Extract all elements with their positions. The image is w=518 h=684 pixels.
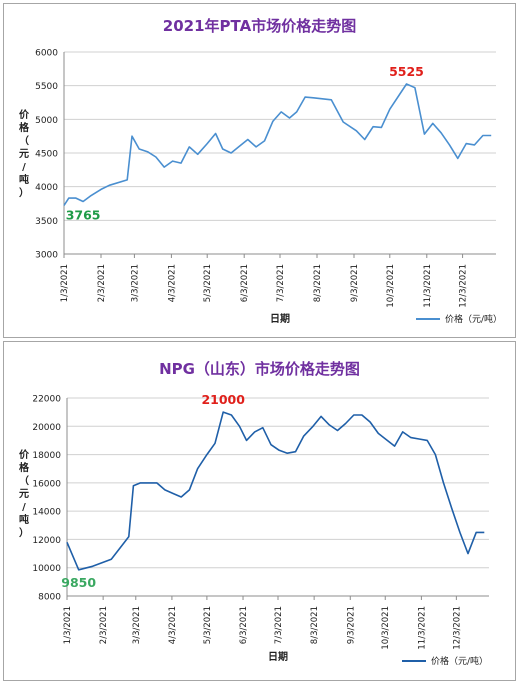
chart2-xtick-label: 6/3/2021: [239, 606, 249, 644]
chart2-xlabel: 日期: [268, 650, 288, 663]
chart1-ytick-label: 6000: [35, 49, 58, 59]
chart1-ytick-label: 3000: [35, 251, 58, 261]
chart2-legend-label: 价格（元/吨）: [431, 655, 488, 667]
chart1-series-line: [63, 83, 492, 206]
chart2-ytick-label: 14000: [32, 508, 61, 518]
chart2-xtick-label: 5/3/2021: [203, 606, 213, 644]
chart1-ylabel: 价格（元/吨）: [19, 109, 30, 199]
chart2-min-annotation: 9850: [61, 575, 96, 590]
chart2-ytick-label: 12000: [32, 536, 61, 546]
chart2-xtick-label: 11/3/2021: [417, 606, 427, 650]
chart1-legend-label: 价格（元/吨）: [445, 313, 502, 325]
npg-price-chart: NPG（山东）市场价格走势图 8000 10000 12000 14000 16000 18…: [19, 360, 489, 667]
chart2-ytick-label: 8000: [38, 593, 61, 603]
chart2-xtick-label: 9/3/2021: [346, 606, 356, 644]
chart2-title: NPG（山东）市场价格走势图: [159, 360, 360, 378]
chart2-xtick-label: 3/3/2021: [132, 606, 142, 644]
chart2-ytick-label: 16000: [32, 479, 61, 489]
chart1-ytick-label: 3500: [35, 217, 58, 227]
chart2-ylabel: 价格（元/吨）: [19, 449, 30, 539]
chart1-ytick-label: 4000: [35, 183, 58, 193]
chart1-ytick-label: 5000: [35, 116, 58, 126]
chart1-xtick-label: 10/3/2021: [386, 264, 396, 308]
chart2-max-annotation: 21000: [201, 392, 245, 407]
chart1-xtick-label: 8/3/2021: [313, 264, 323, 302]
chart2-xtick-label: 7/3/2021: [274, 606, 284, 644]
chart2-ytick-label: 10000: [32, 564, 61, 574]
chart1-xtick-label: 4/3/2021: [167, 264, 177, 302]
chart2-ytick-label: 20000: [32, 423, 61, 433]
chart2-xtick-label: 8/3/2021: [310, 606, 320, 644]
chart1-ytick-label: 4500: [35, 150, 58, 160]
chart2-xtick-label: 4/3/2021: [168, 606, 178, 644]
chart2-series-line: [66, 411, 485, 571]
chart1-min-annotation: 3765: [66, 207, 101, 222]
chart1-ytick-label: 5500: [35, 82, 58, 92]
chart1-xtick-label: 11/3/2021: [423, 264, 433, 308]
chart2-xtick-label: 1/3/2021: [63, 606, 73, 644]
chart1-xtick-label: 9/3/2021: [350, 264, 360, 302]
chart1-xtick-label: 7/3/2021: [276, 264, 286, 302]
chart1-xtick-label: 2/3/2021: [97, 264, 107, 302]
chart2-xtick-label: 2/3/2021: [99, 606, 109, 644]
chart1-xtick-label: 5/3/2021: [203, 264, 213, 302]
npg-chart-panel: NPG（山东）市场价格走势图 8000 10000 12000 14000 16000 18…: [3, 341, 516, 681]
chart1-xtick-label: 1/3/2021: [60, 264, 70, 302]
pta-price-chart: 2021年PTA市场价格走势图 3000 3500 4000 4500 5000 5500 6…: [19, 17, 502, 325]
chart1-xtick-label: 12/3/2021: [459, 264, 469, 308]
chart2-xtick-label: 10/3/2021: [381, 606, 391, 650]
pta-chart-panel: 2021年PTA市场价格走势图 3000 3500 4000 4500 5000 5500 6…: [3, 3, 516, 338]
chart1-xtick-label: 6/3/2021: [240, 264, 250, 302]
chart2-xtick-label: 12/3/2021: [452, 606, 462, 650]
chart2-ytick-label: 18000: [32, 451, 61, 461]
chart2-ytick-label: 22000: [32, 395, 61, 405]
chart1-title: 2021年PTA市场价格走势图: [163, 17, 356, 35]
chart1-xlabel: 日期: [270, 312, 290, 325]
chart1-xtick-label: 3/3/2021: [130, 264, 140, 302]
chart1-max-annotation: 5525: [389, 64, 424, 79]
